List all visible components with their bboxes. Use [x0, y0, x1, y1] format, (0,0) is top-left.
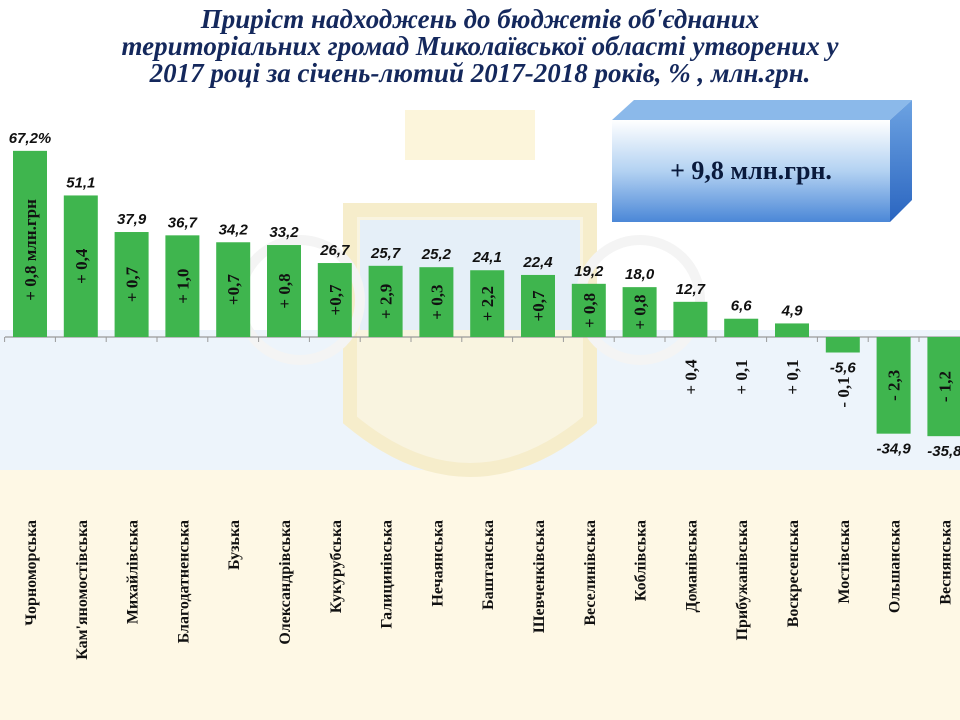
category-label: Чорноморська — [23, 520, 40, 626]
category-label: Бузька — [226, 520, 243, 570]
change-label: + 2,2 — [478, 286, 497, 321]
change-label: - 1,2 — [935, 371, 954, 402]
value-label: 34,2 — [219, 221, 249, 238]
change-label: + 0,3 — [427, 285, 446, 320]
category-label: Благодатненська — [175, 520, 192, 643]
category-label: Воскресенська — [785, 520, 802, 627]
bar — [775, 323, 809, 337]
bar — [368, 265, 403, 337]
category-label: Веселинівська — [582, 520, 599, 626]
value-label: 37,9 — [117, 211, 147, 228]
category-label: Ольшанська — [887, 520, 904, 613]
category-label: Прибужанівська — [734, 520, 751, 640]
change-label: +0,7 — [326, 284, 345, 315]
value-label: 4,9 — [781, 302, 804, 319]
change-label: +0,7 — [529, 290, 548, 321]
category-label: Баштанська — [480, 520, 497, 610]
change-label: + 0,4 — [72, 248, 91, 284]
category-label: Кам'яномостівська — [74, 520, 91, 660]
value-label: -35,8 — [927, 443, 960, 460]
value-label: 12,7 — [676, 281, 706, 298]
value-label: 33,2 — [269, 224, 299, 241]
bar — [63, 195, 98, 337]
bar — [419, 267, 454, 337]
change-label: + 0,8 — [631, 294, 650, 329]
category-label: Михайлівська — [125, 520, 142, 624]
value-label: 6,6 — [731, 298, 753, 315]
bar — [825, 337, 860, 353]
change-label: + 0,1 — [783, 359, 802, 394]
value-label: -5,6 — [830, 360, 857, 377]
bar — [876, 337, 911, 434]
bar — [724, 318, 759, 337]
category-label: Мостівська — [836, 520, 853, 604]
value-label: 24,1 — [472, 249, 502, 266]
value-label: 18,0 — [625, 266, 655, 283]
bar — [267, 245, 301, 337]
bar — [622, 287, 657, 337]
title-line-2: територіальних громад Миколаївської обла… — [121, 31, 839, 61]
value-label: 67,2% — [9, 130, 52, 147]
category-label: Шевченківська — [531, 520, 548, 633]
value-label: 51,1 — [66, 174, 95, 191]
bar — [317, 263, 352, 337]
category-label: Доманівська — [683, 520, 700, 613]
value-label: 36,7 — [168, 214, 198, 231]
value-label: 25,2 — [421, 246, 452, 263]
bar — [13, 150, 47, 337]
bar — [470, 270, 505, 337]
bar — [216, 242, 251, 337]
bar — [521, 274, 555, 337]
value-label: -34,9 — [876, 441, 911, 458]
chart-title: Приріст надходжень до бюджетів об'єднани… — [0, 6, 960, 87]
category-label: Коблівська — [633, 520, 650, 601]
title-line-3: 2017 році за січень-лютий 2017-2018 рокі… — [149, 58, 811, 88]
total-change-label: + 9,8 млн.грн. — [670, 156, 832, 185]
change-label: + 0,1 — [732, 359, 751, 394]
title-line-1: Приріст надходжень до бюджетів об'єднани… — [200, 4, 760, 34]
value-label: 26,7 — [319, 242, 350, 259]
bar — [165, 235, 200, 337]
change-label: - 2,3 — [885, 370, 904, 401]
change-label: +0,7 — [224, 274, 243, 305]
value-label: 22,4 — [522, 254, 553, 271]
change-label: + 0,7 — [123, 266, 142, 302]
change-label: - 0,1 — [834, 376, 853, 407]
value-label: 25,7 — [370, 245, 401, 262]
change-label: + 1,0 — [173, 269, 192, 304]
change-label: + 0,8 — [580, 293, 599, 328]
bar — [927, 337, 960, 437]
value-label: 19,2 — [574, 263, 604, 280]
category-label: Веснянська — [937, 520, 954, 605]
change-label: + 0,8 млн.грн — [21, 199, 40, 301]
change-label: + 0,8 — [275, 273, 294, 308]
category-label: Кукурубська — [328, 520, 345, 613]
category-label: Нечаянська — [429, 520, 446, 607]
bar — [114, 232, 149, 337]
bar — [571, 283, 606, 337]
change-label: + 0,4 — [681, 359, 700, 395]
category-label: Олександрівська — [277, 520, 294, 645]
category-label: Галицинівська — [379, 520, 396, 629]
change-label: + 2,9 — [377, 284, 396, 319]
bar — [673, 301, 708, 337]
